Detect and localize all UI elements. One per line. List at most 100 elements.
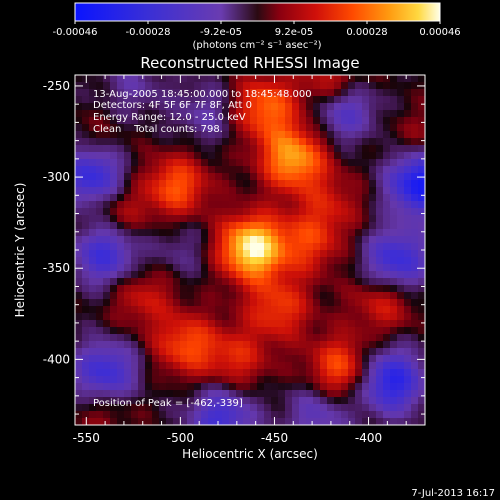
heatmap-cell: [369, 348, 377, 356]
heatmap-cell: [236, 110, 244, 118]
heatmap-cell: [117, 362, 125, 370]
heatmap-cell: [404, 82, 412, 90]
heatmap-cell: [292, 229, 300, 237]
heatmap-cell: [362, 341, 370, 349]
heatmap-cell: [96, 208, 104, 216]
heatmap-cell: [355, 257, 363, 265]
heatmap-cell: [271, 369, 279, 377]
heatmap-cell: [236, 390, 244, 398]
heatmap-cell: [285, 334, 293, 342]
heatmap-cell: [362, 418, 370, 425]
heatmap-cell: [131, 257, 139, 265]
heatmap-cell: [257, 334, 265, 342]
heatmap-cell: [187, 390, 195, 398]
heatmap-cell: [369, 173, 377, 181]
heatmap-cell: [341, 397, 349, 405]
heatmap-cell: [243, 145, 251, 153]
heatmap-cell: [180, 145, 188, 153]
heatmap-cell: [257, 411, 265, 419]
heatmap-cell: [320, 341, 328, 349]
heatmap-cell: [243, 327, 251, 335]
heatmap-cell: [152, 397, 160, 405]
heatmap-cell: [124, 334, 132, 342]
heatmap-cell: [117, 348, 125, 356]
heatmap-cell: [236, 376, 244, 384]
heatmap-cell: [341, 292, 349, 300]
heatmap-cell: [355, 355, 363, 363]
heatmap-cell: [376, 264, 384, 272]
heatmap-cell: [362, 96, 370, 104]
heatmap-cell: [180, 348, 188, 356]
heatmap-cell: [285, 299, 293, 307]
heatmap-cell: [180, 404, 188, 412]
heatmap-cell: [103, 131, 111, 139]
heatmap-cell: [187, 75, 195, 83]
heatmap-cell: [341, 250, 349, 258]
heatmap-cell: [229, 250, 237, 258]
heatmap-cell: [341, 145, 349, 153]
heatmap-cell: [82, 362, 90, 370]
heatmap-cell: [264, 194, 272, 202]
heatmap-cell: [306, 313, 314, 321]
heatmap-cell: [145, 376, 153, 384]
heatmap-cell: [152, 145, 160, 153]
heatmap-cell: [334, 159, 342, 167]
heatmap-cell: [194, 369, 202, 377]
heatmap-cell: [299, 285, 307, 293]
heatmap-cell: [397, 299, 405, 307]
heatmap-cell: [313, 376, 321, 384]
heatmap-cell: [299, 278, 307, 286]
heatmap-cell: [222, 355, 230, 363]
heatmap-cell: [166, 292, 174, 300]
heatmap-cell: [201, 362, 209, 370]
heatmap-cell: [138, 243, 146, 251]
heatmap-cell: [131, 411, 139, 419]
heatmap-cell: [124, 355, 132, 363]
heatmap-cell: [201, 320, 209, 328]
heatmap-cell: [152, 215, 160, 223]
heatmap-cell: [103, 285, 111, 293]
heatmap-cell: [390, 390, 398, 398]
heatmap-cell: [75, 215, 83, 223]
heatmap-cell: [124, 159, 132, 167]
heatmap-cell: [320, 299, 328, 307]
heatmap-cell: [236, 96, 244, 104]
heatmap-cell: [208, 341, 216, 349]
heatmap-cell: [278, 117, 286, 125]
heatmap-cell: [397, 89, 405, 97]
heatmap-cell: [89, 278, 97, 286]
heatmap-cell: [236, 103, 244, 111]
heatmap-cell: [208, 250, 216, 258]
heatmap-cell: [110, 306, 118, 314]
heatmap-cell: [306, 264, 314, 272]
heatmap-cell: [362, 292, 370, 300]
heatmap-cell: [138, 82, 146, 90]
heatmap-cell: [222, 278, 230, 286]
heatmap-cell: [138, 327, 146, 335]
heatmap-cell: [292, 236, 300, 244]
heatmap-cell: [418, 110, 425, 118]
heatmap-cell: [75, 369, 83, 377]
heatmap-cell: [264, 278, 272, 286]
heatmap-cell: [201, 131, 209, 139]
heatmap-cell: [180, 376, 188, 384]
heatmap-cell: [166, 173, 174, 181]
heatmap-cell: [152, 82, 160, 90]
heatmap-cell: [173, 229, 181, 237]
heatmap-cell: [145, 334, 153, 342]
heatmap-cell: [173, 362, 181, 370]
heatmap-cell: [285, 215, 293, 223]
heatmap-cell: [271, 271, 279, 279]
heatmap-cell: [264, 334, 272, 342]
heatmap-cell: [159, 124, 167, 132]
heatmap-cell: [292, 369, 300, 377]
heatmap-cell: [117, 173, 125, 181]
heatmap-cell: [306, 208, 314, 216]
heatmap-cell: [110, 180, 118, 188]
heatmap-cell: [229, 159, 237, 167]
heatmap-cell: [180, 82, 188, 90]
heatmap-cell: [404, 278, 412, 286]
heatmap-cell: [117, 194, 125, 202]
heatmap-cell: [208, 131, 216, 139]
heatmap-cell: [341, 418, 349, 425]
